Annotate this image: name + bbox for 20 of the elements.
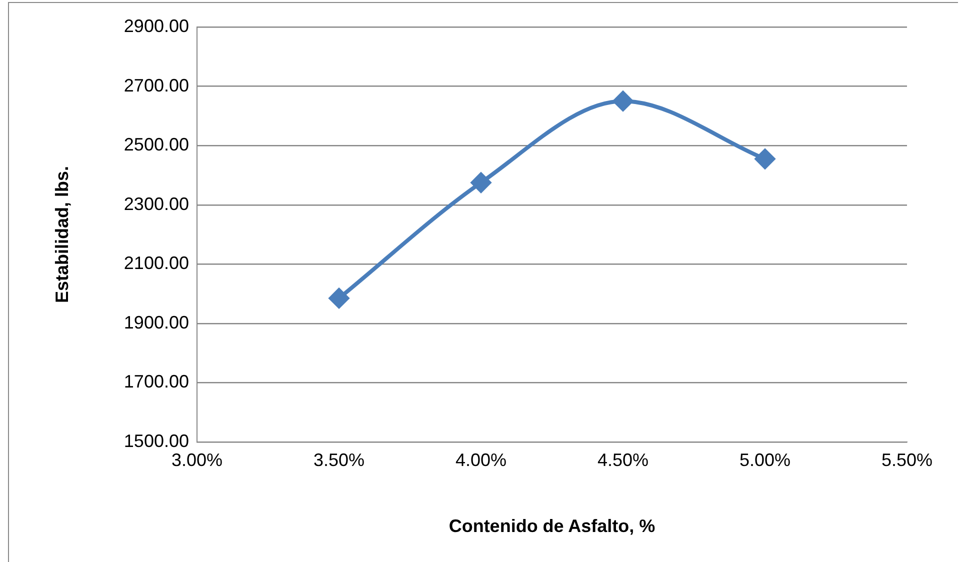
x-axis-title: Contenido de Asfalto, % (448, 516, 656, 536)
y-tick-label: 2500.00 (124, 134, 189, 155)
x-tick-label: 5.50% (881, 450, 933, 470)
x-tick-label: 4.00% (455, 450, 507, 470)
y-tick-label: 1500.00 (124, 430, 189, 451)
y-tick-label: 2100.00 (124, 253, 189, 274)
x-tick-label: 3.00% (171, 450, 223, 470)
y-tick-label: 2300.00 (124, 194, 189, 214)
x-tick-label: 3.50% (313, 450, 365, 470)
point (613, 91, 633, 112)
y-tick-label: 2900.00 (124, 16, 189, 36)
y-tick-label: 1900.00 (124, 312, 189, 332)
point (329, 288, 349, 308)
y-tick-label: 2700.00 (124, 75, 189, 96)
point (755, 148, 775, 169)
x-tick-label: 5.00% (739, 450, 791, 470)
y-tick-label: 1700.00 (124, 372, 189, 392)
y-axis-title: Estabilidad, lbs. (52, 166, 72, 304)
point (471, 172, 491, 193)
x-tick-label: 4.50% (597, 450, 649, 470)
